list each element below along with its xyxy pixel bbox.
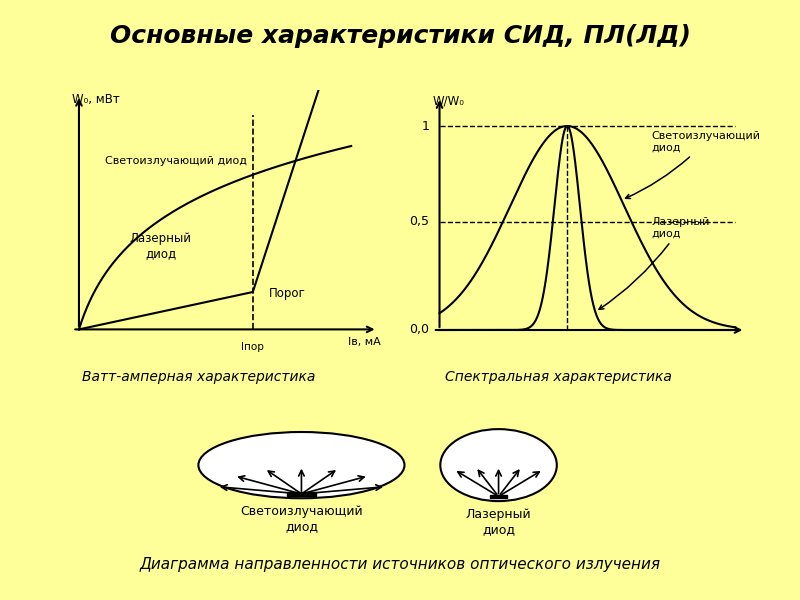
Text: Ватт-амперная характеристика: Ватт-амперная характеристика [82, 370, 315, 384]
Text: Порог: Порог [270, 287, 306, 299]
Text: W/W₀: W/W₀ [433, 95, 465, 108]
Ellipse shape [440, 429, 557, 501]
Text: 0,0: 0,0 [410, 323, 430, 337]
Bar [287, 492, 316, 496]
Text: Спектральная характеристика: Спектральная характеристика [445, 370, 672, 384]
Text: Лазерный
диод: Лазерный диод [599, 217, 710, 310]
Text: Iв, мА: Iв, мА [348, 337, 381, 347]
Text: Лазерный
диод: Лазерный диод [466, 508, 531, 536]
Text: Основные характеристики СИД, ПЛ(ЛД): Основные характеристики СИД, ПЛ(ЛД) [110, 24, 690, 48]
Text: Iпор: Iпор [242, 342, 264, 352]
Text: Диаграмма направленности источников оптического излучения: Диаграмма направленности источников опти… [139, 557, 661, 571]
Text: Светоизлучающий
диод: Светоизлучающий диод [240, 505, 362, 533]
Text: 0,5: 0,5 [410, 215, 430, 229]
Ellipse shape [198, 432, 405, 498]
Text: Лазерный
диод: Лазерный диод [130, 232, 192, 260]
Text: 1: 1 [422, 119, 430, 133]
Text: W₀, мВт: W₀, мВт [73, 92, 120, 106]
Text: Светоизлучающий диод: Светоизлучающий диод [106, 155, 247, 166]
Text: Светоизлучающий
диод: Светоизлучающий диод [626, 131, 760, 199]
Bar [490, 494, 506, 498]
